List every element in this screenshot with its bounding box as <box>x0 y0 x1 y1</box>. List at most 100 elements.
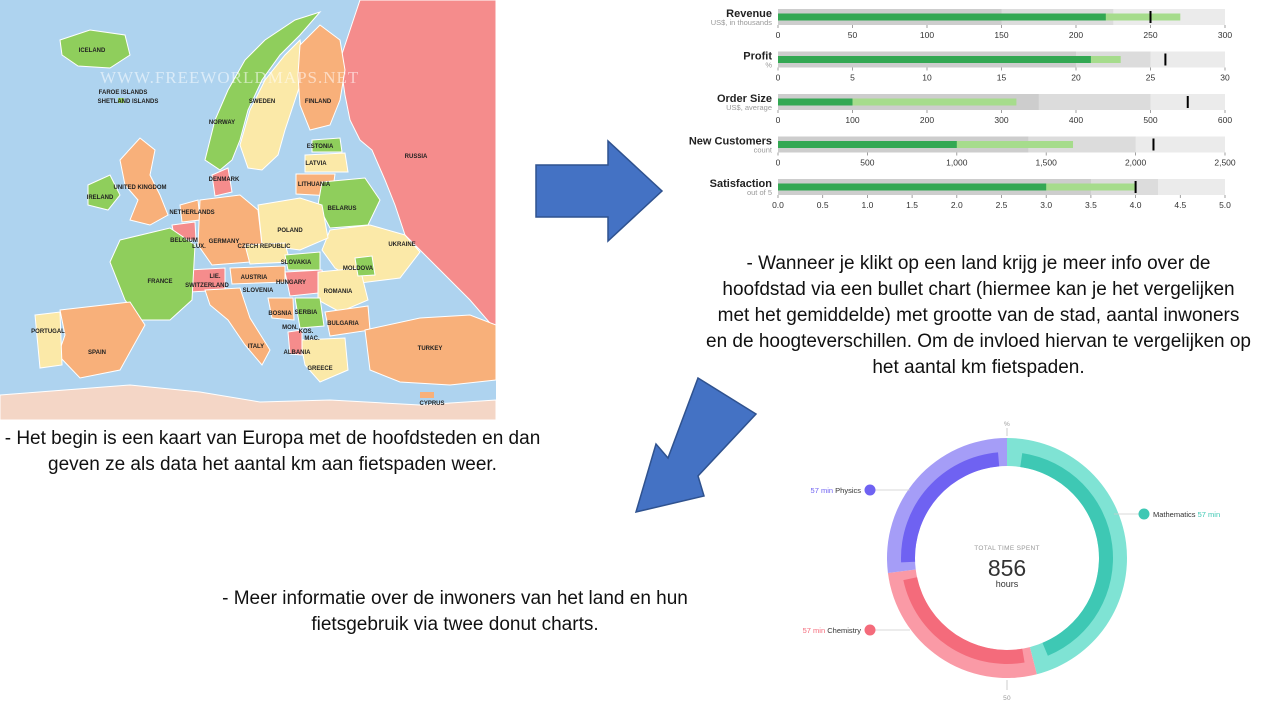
bullet-tick-label-revenue: 150 <box>994 30 1008 40</box>
country-albania[interactable] <box>287 329 303 356</box>
country-ireland[interactable] <box>87 174 121 211</box>
map-label-germany: GERMANY <box>209 239 240 245</box>
map-label-belgium: BELGIUM <box>170 238 198 244</box>
map-label-netherlands: NETHERLANDS <box>169 210 214 216</box>
country-romania[interactable] <box>317 267 369 313</box>
country-ukraine[interactable] <box>321 224 421 284</box>
map-label-bosnia: BOSNIA <box>268 311 292 317</box>
country-austria[interactable] <box>229 265 286 285</box>
country-portugal[interactable] <box>34 311 63 369</box>
country-serbia[interactable] <box>294 297 325 329</box>
map-label-albania: ALBANIA <box>284 350 312 356</box>
donut-segment-outer-mathematics[interactable] <box>1007 438 1127 675</box>
map-label-bulgaria: BULGARIA <box>327 321 359 327</box>
bullet-tick-label-satisfaction: 3.5 <box>1085 200 1097 210</box>
bullet-tick-label-profit: 10 <box>922 73 932 83</box>
arrow-right-icon <box>535 139 664 243</box>
map-label-latvia: LATVIA <box>305 161 327 167</box>
map-label-lux: LUX. <box>192 244 206 250</box>
bullet-title-profit: Profit <box>743 51 772 63</box>
bullet-tick-label-satisfaction: 4.5 <box>1174 200 1186 210</box>
bullet-measure-actual-revenue <box>778 13 1106 21</box>
bullet-measure-actual-profit <box>778 56 1091 63</box>
donut-segment-inner-mathematics[interactable] <box>1020 453 1113 656</box>
bullet-tick-label-satisfaction: 2.5 <box>996 200 1008 210</box>
map-label-belarus: BELARUS <box>327 206 356 212</box>
map-label-poland: POLAND <box>277 228 303 234</box>
map-label-lithuania: LITHUANIA <box>298 182 331 188</box>
map-label-finland: FINLAND <box>305 99 332 105</box>
bullet-tick-label-satisfaction: 2.0 <box>951 200 963 210</box>
map-label-slovakia: SLOVAKIA <box>281 260 312 266</box>
country-finland[interactable] <box>297 24 346 131</box>
bullet-tick-label-new-customers: 1,000 <box>946 158 968 168</box>
donut-segment-inner-physics[interactable] <box>901 452 1000 563</box>
bullet-tick-label-revenue: 300 <box>1218 30 1232 40</box>
donut-segment-outer-physics[interactable] <box>887 438 1007 574</box>
map-label-faroe-islands: FAROE ISLANDS <box>99 90 148 96</box>
bullet-subtitle-profit: % <box>765 61 772 70</box>
donut-label-physics: 57 min Physics <box>811 486 862 495</box>
bullet-subtitle-revenue: US$, in thousands <box>711 18 773 27</box>
arrow-down-left-icon <box>634 376 758 514</box>
bullet-tick-label-profit: 5 <box>850 73 855 83</box>
map-label-russia: RUSSIA <box>405 154 428 160</box>
bullet-tick-label-order-size: 500 <box>1143 115 1157 125</box>
bullet-tick-label-new-customers: 1,500 <box>1036 158 1058 168</box>
country-cyprus[interactable] <box>420 392 434 398</box>
country-italy[interactable] <box>204 287 271 366</box>
bullet-tick-label-satisfaction: 0.5 <box>817 200 829 210</box>
bullet-title-order-size: Order Size <box>717 93 772 105</box>
bullet-tick-label-revenue: 0 <box>776 30 781 40</box>
bullet-tick-label-profit: 30 <box>1220 73 1230 83</box>
bullet-tick-label-order-size: 0 <box>776 115 781 125</box>
country-spain[interactable] <box>57 301 146 379</box>
map-label-denmark: DENMARK <box>209 177 240 183</box>
bullet-subtitle-satisfaction: out of 5 <box>747 188 772 197</box>
country-poland[interactable] <box>257 197 329 251</box>
bullet-tick-label-profit: 15 <box>997 73 1007 83</box>
donut-value-mathematics: 57 min <box>1198 510 1221 519</box>
bullet-tick-label-new-customers: 500 <box>860 158 874 168</box>
donut-chart[interactable]: % 50 TOTAL TIME SPENT 856 hours Mathemat… <box>790 418 1250 708</box>
map-label-mon: MON. <box>282 325 298 331</box>
country-iceland[interactable] <box>59 29 131 69</box>
map-label-turkey: TURKEY <box>418 346 443 352</box>
map-label-switzerland: SWITZERLAND <box>185 283 229 289</box>
map-label-lie: LIE. <box>209 274 220 280</box>
donut-center-label: TOTAL TIME SPENT <box>974 545 1040 552</box>
country-denmark[interactable] <box>211 167 233 197</box>
europe-map[interactable]: WWW.FREEWORLDMAPS.NET FAROE ISLANDS ICELA… <box>0 0 496 420</box>
map-label-kos: KOS. <box>299 329 314 335</box>
bullet-tick-label-profit: 20 <box>1071 73 1081 83</box>
country-united-kingdom[interactable] <box>119 137 169 226</box>
bullet-tick-label-satisfaction: 3.0 <box>1040 200 1052 210</box>
country-estonia[interactable] <box>311 137 343 153</box>
map-label-hungary: HUNGARY <box>276 280 306 286</box>
map-label-slovenia: SLOVENIA <box>243 288 274 294</box>
country-france[interactable] <box>109 227 196 321</box>
map-label-estonia: ESTONIA <box>307 144 334 150</box>
country-moldova[interactable] <box>354 255 376 277</box>
country-norway[interactable] <box>204 10 322 171</box>
bullet-title-new-customers: New Customers <box>689 136 772 148</box>
bullet-tick-label-satisfaction: 0.0 <box>772 200 784 210</box>
country-greece[interactable] <box>299 337 349 383</box>
country-turkey[interactable] <box>364 314 496 386</box>
bullet-tick-label-satisfaction: 1.5 <box>906 200 918 210</box>
country-latvia[interactable] <box>304 152 349 173</box>
donut-segment-inner-chemistry[interactable] <box>903 577 1025 664</box>
bullet-measure-actual-satisfaction <box>778 183 1047 191</box>
bullet-row-profit[interactable]: Profit% 0 5 10 15 20 25 30 <box>743 51 1230 83</box>
country-bosnia[interactable] <box>267 297 295 321</box>
map-label-czech-republic: CZECH REPUBLIC <box>237 244 291 250</box>
bullet-tick-label-satisfaction: 5.0 <box>1219 200 1231 210</box>
map-label-iceland: ICELAND <box>79 48 106 54</box>
bullet-subtitle-order-size: US$, average <box>726 103 772 112</box>
donut-label-mathematics: Mathematics 57 min <box>1153 510 1220 519</box>
